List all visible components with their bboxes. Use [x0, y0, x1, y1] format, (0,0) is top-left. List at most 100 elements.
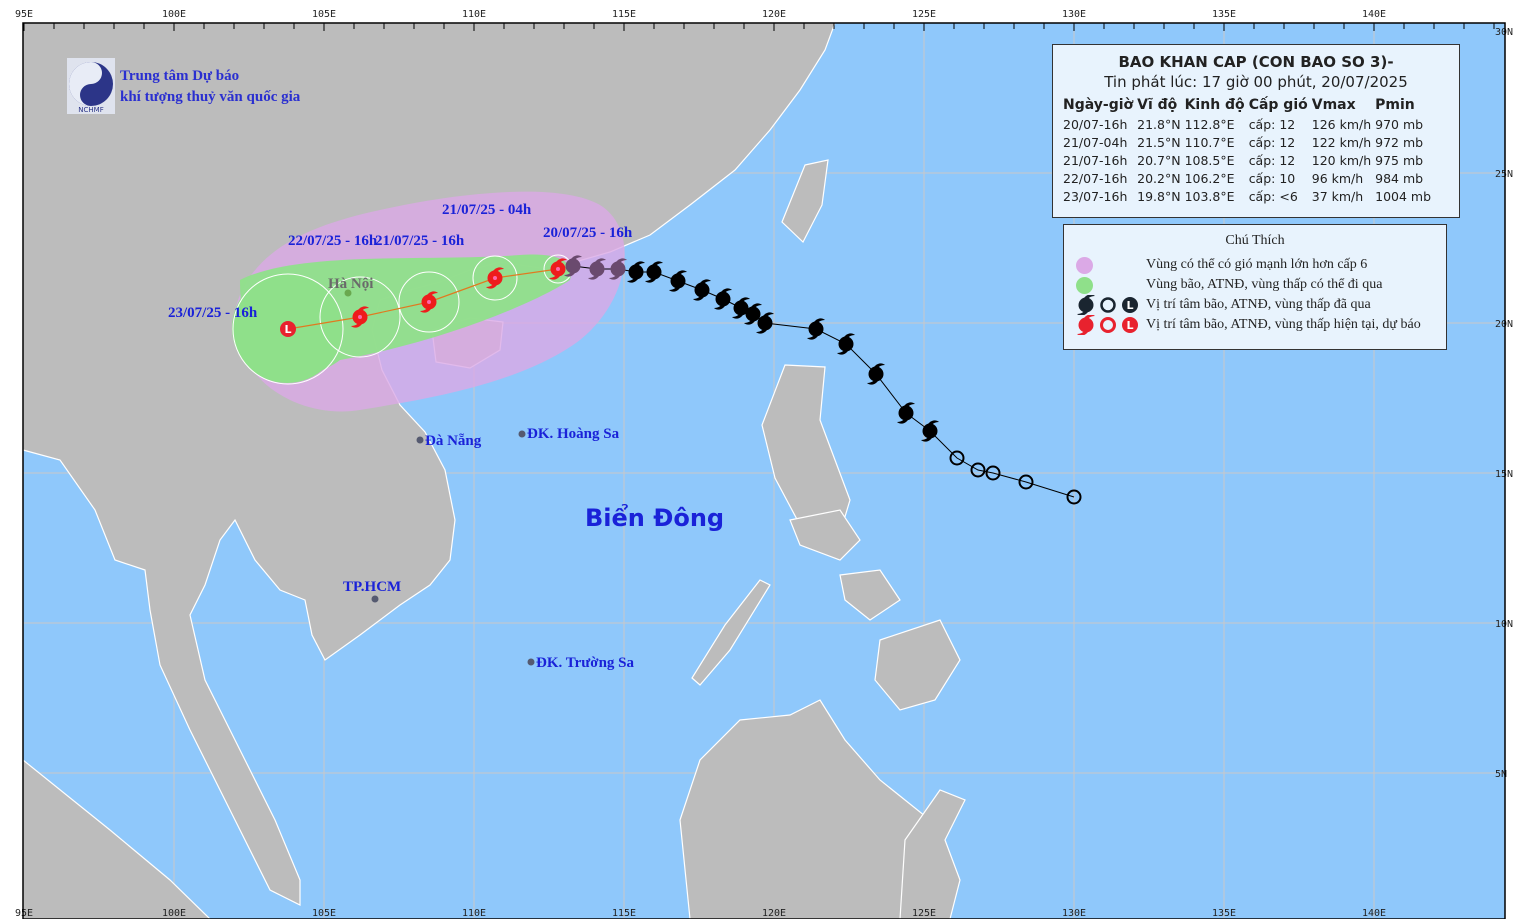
low-letter: L [284, 323, 291, 336]
legend-label: Vùng bão, ATNĐ, vùng thấp có thể đi qua [1146, 277, 1383, 292]
agency-name: Trung tâm Dự báo khí tượng thuỷ văn quốc… [120, 66, 300, 108]
sea-label: Biển Đông [585, 502, 724, 532]
past-depression-marker [985, 465, 1001, 481]
storm-eye [427, 300, 431, 304]
forecast-time-label: 20/07/25 - 16h [543, 225, 633, 241]
nchmf-logo: NCHMF [67, 58, 115, 114]
table-cell: 21.5°N [1137, 134, 1181, 150]
forecast-time-label: 21/07/25 - 04h [442, 202, 532, 218]
pink-circle-icon [1076, 256, 1093, 274]
legend-title: Chú Thích [1225, 233, 1285, 248]
lon-tick-label-bottom: 125E [912, 908, 936, 919]
column-header: Pmin [1375, 97, 1415, 113]
place-label: ĐK. Hoàng Sa [527, 426, 620, 442]
svg-text:L: L [1126, 319, 1133, 332]
column-header: Ngày-giờ [1063, 97, 1134, 113]
forecast-time-label: 22/07/25 - 16h [288, 233, 378, 249]
table-cell: 96 km/h [1311, 170, 1364, 186]
lon-tick-label-bottom: 135E [1212, 908, 1236, 919]
lon-tick-label: 140E [1362, 9, 1386, 20]
lat-tick-label: 30N [1495, 27, 1513, 38]
forecast-table: Ngày-giờ Vĩ độ Kinh độ Cấp gió Vmax Pmin 20/0… [1061, 95, 1433, 205]
column-header: Vĩ độ [1137, 97, 1178, 113]
lat-tick-label: 10N [1495, 619, 1513, 630]
table-row: 22/07-16h 20.2°N 106.2°E cấp: 10 96 km/h 984 … [1061, 169, 1433, 187]
lon-tick-label: 115E [612, 9, 636, 20]
lon-tick-label-bottom: 120E [762, 908, 786, 919]
table-cell: 20/07-16h [1063, 116, 1128, 132]
table-cell: 984 mb [1375, 170, 1424, 186]
lon-tick-label-bottom: 115E [612, 908, 636, 919]
table-cell: 1004 mb [1375, 188, 1432, 204]
agency-line1: Trung tâm Dự báo [120, 68, 240, 84]
forecast-time-label: 23/07/25 - 16h [168, 305, 258, 321]
black-typhoon-symbols-icon: L [1076, 295, 1146, 315]
table-cell: 103.8°E [1184, 188, 1235, 204]
legend-panel: Chú Thích Vùng có thể có gió mạnh lớn hơ… [1063, 224, 1447, 350]
place-label: TP.HCM [343, 579, 401, 595]
legend-item-past: L Vị trí tâm bão, ATNĐ, vùng thấp đã qua [1076, 295, 1371, 315]
bulletin-title: BAO KHAN CAP (CON BAO SO 3)- [1118, 53, 1394, 71]
lat-tick-label: 20N [1495, 319, 1513, 330]
storm-eye [358, 315, 362, 319]
place-labels: Hà Nội Đà Nẵng ĐK. Hoàng Sa TP.HCM ĐK. Trườn… [328, 276, 635, 671]
table-cell: 122 km/h [1311, 134, 1372, 150]
table-cell: 21/07-04h [1063, 134, 1128, 150]
lon-tick-label: 100E [162, 9, 186, 20]
map-frame [22, 22, 1506, 919]
lon-tick-label: 110E [462, 9, 486, 20]
forecast-radius-circle [232, 273, 344, 385]
legend-item-wind-zone: Vùng có thể có gió mạnh lớn hơn cấp 6 [1076, 255, 1367, 275]
lon-tick-label: 95E [15, 9, 33, 20]
lon-tick-label: 105E [312, 9, 336, 20]
agency-line2: khí tượng thuỷ văn quốc gia [120, 89, 301, 105]
table-row: 21/07-04h 21.5°N 110.7°E cấp: 12 122 km/h 972… [1061, 133, 1433, 151]
lon-tick-label-bottom: 95E [15, 908, 33, 919]
table-cell: 112.8°E [1184, 116, 1235, 132]
past-depression-marker [970, 462, 986, 478]
place-dot [527, 658, 535, 666]
table-cell: 21.8°N [1137, 116, 1181, 132]
table-row: 21/07-16h 20.7°N 108.5°E cấp: 12 120 km/h 975… [1061, 151, 1433, 169]
legend-item-forecast: L Vị trí tâm bão, ATNĐ, vùng thấp hiện t… [1076, 315, 1421, 335]
svg-text:NCHMF: NCHMF [78, 106, 103, 114]
storm-eye [556, 267, 560, 271]
table-cell: 22/07-16h [1063, 170, 1128, 186]
past-depression-marker [949, 450, 965, 466]
table-cell: cấp: 12 [1248, 116, 1296, 132]
table-cell: cấp: 12 [1248, 134, 1296, 150]
table-cell: 972 mb [1375, 134, 1424, 150]
lon-tick-label-bottom: 130E [1062, 908, 1086, 919]
forecast-radius-circle [319, 276, 401, 358]
lon-tick-label: 125E [912, 9, 936, 20]
lon-tick-label-bottom: 110E [462, 908, 486, 919]
table-cell: cấp: <6 [1248, 188, 1298, 204]
storm-track: 20/07/25 - 16h 21/07/25 - 04h 21/07/25 - 1… [168, 202, 1082, 505]
place-dot [371, 595, 379, 603]
table-cell: 23/07-16h [1063, 188, 1128, 204]
forecast-time-label: 21/07/25 - 16h [375, 233, 465, 249]
bulletin-panel: BAO KHAN CAP (CON BAO SO 3)- Tin phát lú… [1052, 44, 1460, 218]
lat-tick-label: 25N [1495, 169, 1513, 180]
table-cell: cấp: 10 [1248, 170, 1296, 186]
green-circle-icon [1076, 276, 1093, 294]
past-depression-marker [1018, 474, 1034, 490]
table-cell: 975 mb [1375, 152, 1424, 168]
lon-tick-label: 135E [1212, 9, 1236, 20]
table-row: 20/07-16h 21.8°N 112.8°E cấp: 12 126 km/h 970… [1061, 115, 1433, 133]
column-header: Kinh độ [1184, 97, 1245, 113]
place-label: Hà Nội [328, 276, 373, 292]
past-depression-marker [1066, 489, 1082, 505]
table-cell: 108.5°E [1184, 152, 1235, 168]
place-dot [416, 436, 424, 444]
table-cell: 20.7°N [1137, 152, 1181, 168]
table-row: 23/07-16h 19.8°N 103.8°E cấp: <6 37 km/h 1004… [1061, 187, 1433, 205]
table-cell: 126 km/h [1311, 116, 1372, 132]
storm-eye [493, 276, 497, 280]
table-cell: 106.2°E [1184, 170, 1235, 186]
axes: 95E 95E 100E 100E 105E 105E 110E 110E 115E 115E 12… [15, 9, 1513, 919]
table-cell: 120 km/h [1311, 152, 1372, 168]
lon-tick-label: 120E [762, 9, 786, 20]
table-cell: 20.2°N [1137, 170, 1181, 186]
table-cell: 110.7°E [1184, 134, 1235, 150]
